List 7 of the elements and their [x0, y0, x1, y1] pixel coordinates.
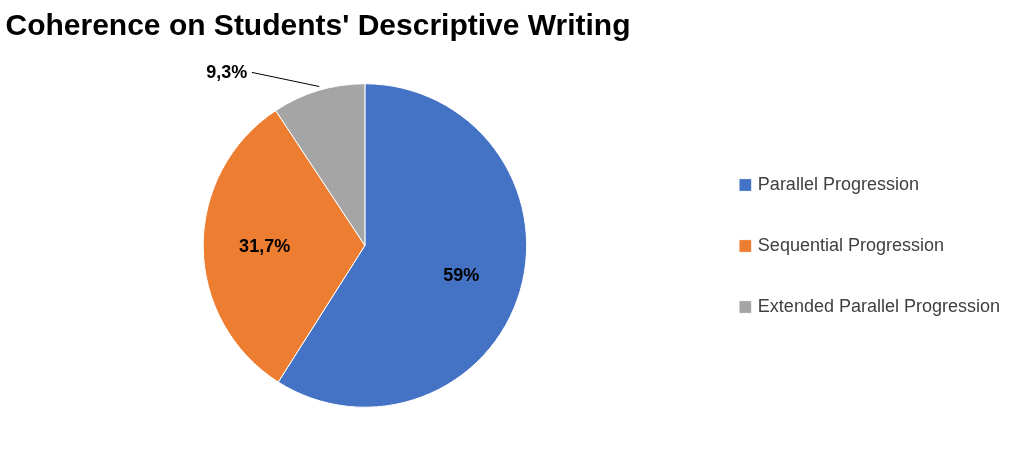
data-label: 59% [443, 264, 480, 285]
legend-label: Parallel Progression [757, 173, 919, 195]
data-label: 9,3% [206, 62, 248, 83]
legend-label: Extended Parallel Progression [757, 295, 1000, 317]
data-label: 31,7% [239, 236, 291, 257]
chart-title: Coherence on Students' Descriptive Writing [5, 7, 631, 41]
legend-label: Sequential Progression [757, 234, 944, 256]
